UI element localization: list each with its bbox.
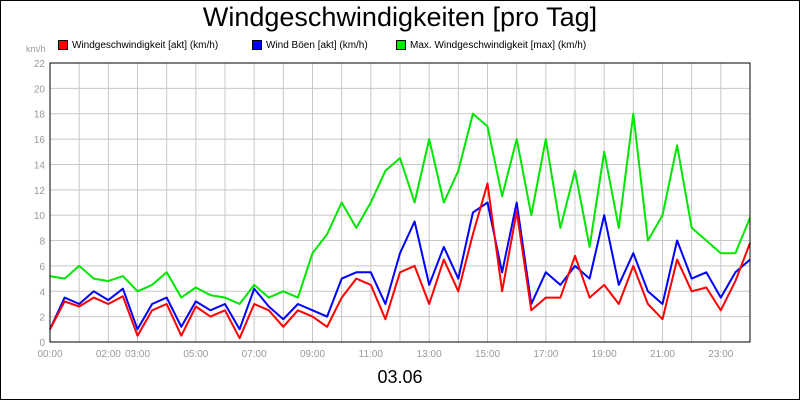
x-tick-label: 02:00 [96,349,121,360]
y-tick-label: 18 [34,110,46,121]
x-tick-label: 21:00 [650,349,675,360]
legend-swatch-wind-gusts [252,40,262,50]
legend-item-max-wind-speed: Max. Windgeschwindigkeit [max] (km/h) [396,39,586,51]
y-tick-label: 6 [39,262,45,273]
x-tick-label: 11:00 [359,349,384,360]
series-line-wind-speed [49,182,751,340]
legend-swatch-max-wind-speed [396,40,406,50]
series-line-max-wind-speed [49,112,751,305]
y-axis-unit: km/h [26,44,46,54]
y-axis-ticks: 0 2 4 6 8 10 12 14 16 18 20 22 [34,59,46,349]
x-tick-label: 09:00 [300,349,325,360]
y-tick-label: 20 [34,84,46,95]
date-label: 03.06 [377,367,423,387]
x-tick-label: 23:00 [708,349,733,360]
chart-series-lines [49,112,751,340]
y-tick-label: 0 [39,338,45,349]
x-tick-label: 07:00 [242,349,267,360]
x-tick-label: 00:00 [37,349,62,360]
legend-item-wind-gusts: Wind Böen [akt] (km/h) [252,39,368,51]
legend-label-max-wind-speed: Max. Windgeschwindigkeit [max] (km/h) [410,39,587,51]
y-tick-label: 2 [39,313,45,324]
legend-swatch-wind-speed [58,40,68,50]
chart-grid [49,62,751,343]
x-tick-label: 13:00 [417,349,442,360]
y-tick-label: 16 [34,135,46,146]
plot-area-border [49,62,751,343]
legend-label-wind-speed: Windgeschwindigkeit [akt] (km/h) [72,39,219,51]
legend-item-wind-speed: Windgeschwindigkeit [akt] (km/h) [58,39,218,51]
y-tick-label: 22 [34,59,46,70]
y-tick-label: 14 [34,160,46,171]
y-tick-label: 10 [34,211,46,222]
y-tick-label: 12 [34,186,46,197]
y-tick-label: 4 [39,287,45,298]
series-line-wind-gusts [49,201,751,331]
x-tick-label: 03:00 [125,349,150,360]
x-tick-label: 19:00 [592,349,617,360]
x-axis-ticks: 00:00 02:00 03:00 05:00 07:00 09:00 11:00 13:00… [37,349,733,360]
x-tick-label: 15:00 [475,349,500,360]
y-tick-label: 8 [39,237,45,248]
chart-title: Windgeschwindigkeiten [pro Tag] [202,2,598,32]
x-tick-label: 17:00 [533,349,558,360]
legend-label-wind-gusts: Wind Böen [akt] (km/h) [266,39,368,51]
x-tick-label: 05:00 [183,349,208,360]
